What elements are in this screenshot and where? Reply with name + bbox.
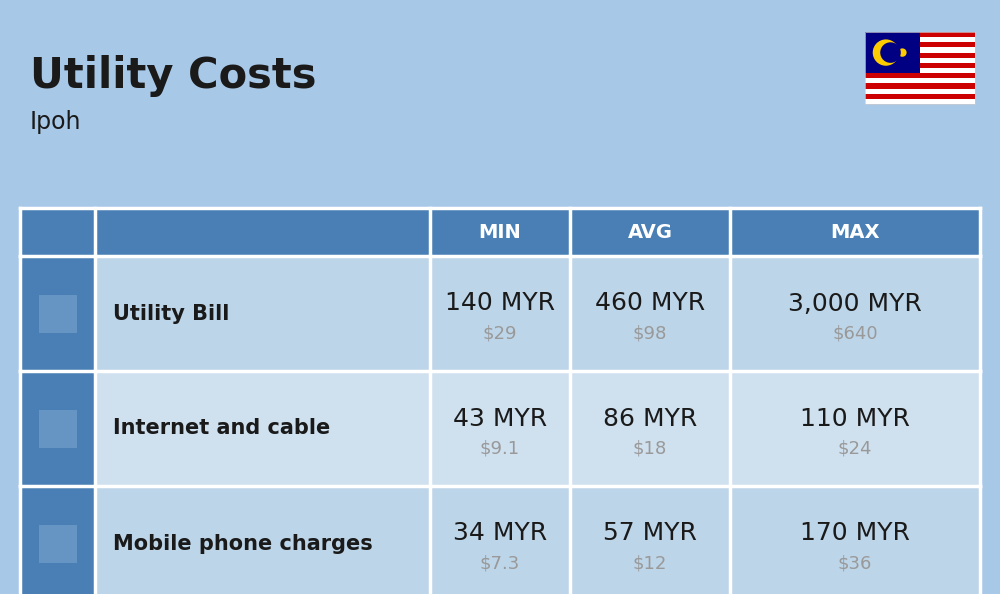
Text: Internet and cable: Internet and cable bbox=[113, 419, 330, 438]
Bar bbox=[20, 371, 95, 486]
Text: $7.3: $7.3 bbox=[480, 555, 520, 573]
Circle shape bbox=[880, 42, 901, 63]
Text: 86 MYR: 86 MYR bbox=[603, 406, 697, 431]
Text: Mobile phone charges: Mobile phone charges bbox=[113, 533, 373, 554]
Text: Utility Costs: Utility Costs bbox=[30, 55, 316, 97]
Text: MIN: MIN bbox=[479, 223, 521, 242]
Text: Utility Bill: Utility Bill bbox=[113, 304, 229, 324]
Bar bbox=[865, 99, 975, 104]
Bar bbox=[865, 78, 975, 83]
Bar bbox=[865, 32, 975, 37]
Bar bbox=[20, 256, 95, 371]
Bar bbox=[865, 42, 975, 48]
Bar bbox=[20, 486, 95, 594]
Text: $98: $98 bbox=[633, 324, 667, 343]
Bar bbox=[865, 94, 975, 99]
Bar bbox=[865, 89, 975, 94]
Text: $36: $36 bbox=[838, 555, 872, 573]
Text: 460 MYR: 460 MYR bbox=[595, 292, 705, 315]
Text: $9.1: $9.1 bbox=[480, 440, 520, 457]
Text: $12: $12 bbox=[633, 555, 667, 573]
Bar bbox=[865, 32, 975, 104]
Text: 34 MYR: 34 MYR bbox=[453, 522, 547, 545]
Text: 110 MYR: 110 MYR bbox=[800, 406, 910, 431]
Bar bbox=[865, 48, 975, 53]
Text: $640: $640 bbox=[832, 324, 878, 343]
Text: Ipoh: Ipoh bbox=[30, 110, 82, 134]
Text: 43 MYR: 43 MYR bbox=[453, 406, 547, 431]
Text: 170 MYR: 170 MYR bbox=[800, 522, 910, 545]
Bar bbox=[95, 371, 980, 486]
Bar bbox=[865, 53, 975, 58]
Bar bbox=[865, 37, 975, 42]
Bar bbox=[865, 58, 975, 63]
Bar bbox=[95, 256, 980, 371]
Text: AVG: AVG bbox=[628, 223, 672, 242]
Text: $24: $24 bbox=[838, 440, 872, 457]
Bar bbox=[38, 409, 76, 447]
Circle shape bbox=[873, 39, 899, 66]
Bar bbox=[865, 63, 975, 68]
Bar bbox=[20, 208, 980, 256]
Bar bbox=[865, 68, 975, 73]
Bar bbox=[865, 32, 920, 73]
Bar bbox=[865, 83, 975, 89]
Bar bbox=[38, 525, 76, 563]
Text: $29: $29 bbox=[483, 324, 517, 343]
Bar bbox=[865, 73, 975, 78]
Text: 57 MYR: 57 MYR bbox=[603, 522, 697, 545]
Circle shape bbox=[898, 48, 907, 57]
Text: MAX: MAX bbox=[830, 223, 880, 242]
Text: 140 MYR: 140 MYR bbox=[445, 292, 555, 315]
Bar bbox=[38, 295, 76, 333]
Bar bbox=[95, 486, 980, 594]
Text: 3,000 MYR: 3,000 MYR bbox=[788, 292, 922, 315]
Text: $18: $18 bbox=[633, 440, 667, 457]
